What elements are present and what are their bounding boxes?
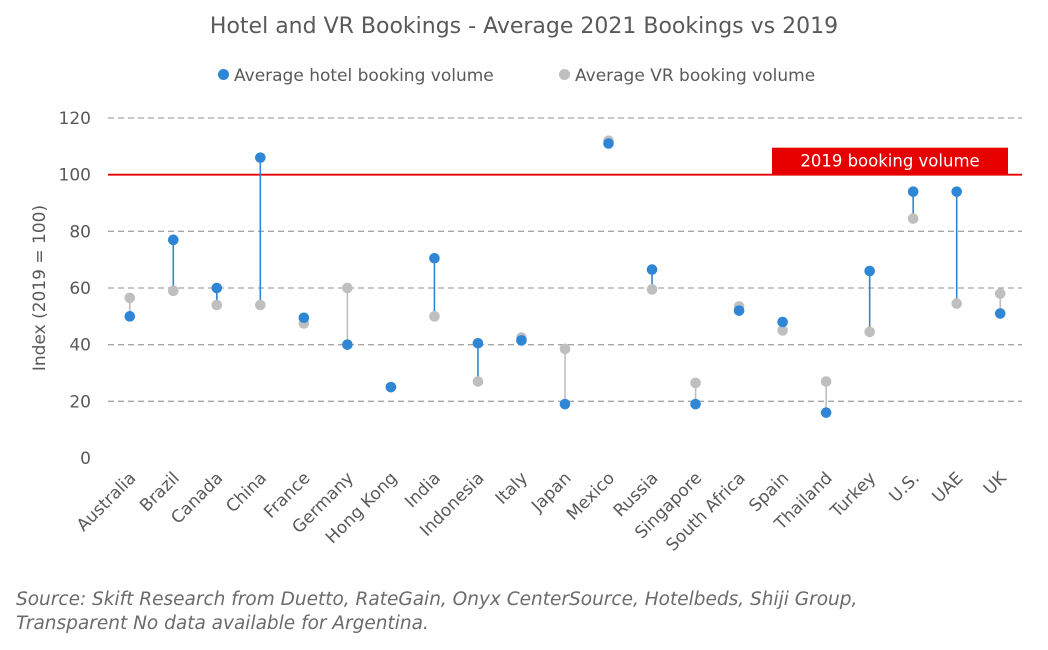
hotel-point	[820, 407, 832, 418]
hotel-point	[342, 339, 353, 350]
x-tick-label: Italy	[492, 468, 532, 508]
y-tick-label: 120	[59, 109, 91, 129]
hotel-point	[951, 186, 963, 197]
hotel-point	[472, 337, 484, 349]
chart-title: Hotel and VR Bookings - Average 2021 Boo…	[209, 14, 839, 39]
y-tick-label: 100	[59, 166, 91, 186]
x-tick-label: Mexico	[563, 468, 619, 524]
y-tick-label: 0	[80, 449, 91, 469]
vr-point	[646, 284, 658, 295]
vr-point	[472, 376, 484, 387]
hotel-point	[603, 138, 614, 149]
vr-point	[690, 377, 701, 389]
hotel-point	[255, 152, 266, 163]
source-line-1: Source: Skift Research from Duetto, Rate…	[16, 589, 858, 610]
y-tick-label: 80	[69, 222, 91, 242]
reference-label-box	[772, 147, 1008, 175]
legend-item-vr: Average VR booking volume	[559, 66, 815, 86]
hotel-point	[690, 398, 701, 410]
y-axis-title: Index (2019 = 100)	[30, 205, 50, 371]
y-tick-label: 20	[69, 392, 91, 412]
x-tick-label: UAE	[928, 468, 967, 507]
hotel-point	[429, 252, 440, 264]
x-tick-label: Australia	[73, 468, 140, 535]
vr-point	[864, 326, 875, 338]
vr-point	[167, 285, 179, 297]
y-tick-label: 60	[69, 279, 91, 299]
vr-point	[951, 298, 963, 309]
legend-marker-hotel	[218, 68, 229, 80]
hotel-point	[385, 381, 397, 393]
hotel-point	[124, 311, 136, 322]
hotel-point	[777, 316, 788, 328]
vr-point	[255, 299, 266, 311]
legend-item-hotel: Average hotel booking volume	[218, 66, 494, 86]
vr-point	[342, 282, 353, 294]
source-line-2: Transparent No data available for Argent…	[16, 613, 429, 634]
legend-label-hotel: Average hotel booking volume	[234, 66, 494, 86]
vr-point	[820, 376, 832, 387]
hotel-point	[646, 264, 658, 275]
vr-point	[907, 213, 919, 224]
vr-point	[559, 343, 571, 355]
hotel-point	[167, 234, 179, 246]
vr-point	[211, 299, 223, 311]
source-note: Source: Skift Research from Duetto, Rate…	[16, 588, 1016, 636]
x-tick-label: UK	[980, 468, 1011, 499]
hotel-point	[211, 282, 223, 294]
hotel-point	[907, 186, 919, 197]
hotel-point	[298, 312, 310, 324]
x-tick-label: U.S.	[886, 468, 924, 506]
vr-point	[429, 311, 440, 322]
y-tick-label: 40	[69, 336, 91, 356]
vr-point	[777, 325, 788, 336]
x-tick-label: Turkey	[826, 468, 880, 522]
hotel-point	[733, 305, 745, 316]
hotel-point	[864, 265, 875, 277]
legend-marker-vr	[559, 68, 570, 80]
vr-point	[994, 288, 1006, 299]
legend: Average hotel booking volume Average VR …	[0, 66, 1048, 90]
vr-point	[124, 292, 136, 304]
legend-label-vr: Average VR booking volume	[575, 66, 816, 86]
hotel-point	[994, 308, 1006, 319]
hotel-point	[516, 335, 527, 346]
hotel-point	[559, 398, 571, 410]
reference-label: 2019 booking volume	[800, 152, 979, 171]
